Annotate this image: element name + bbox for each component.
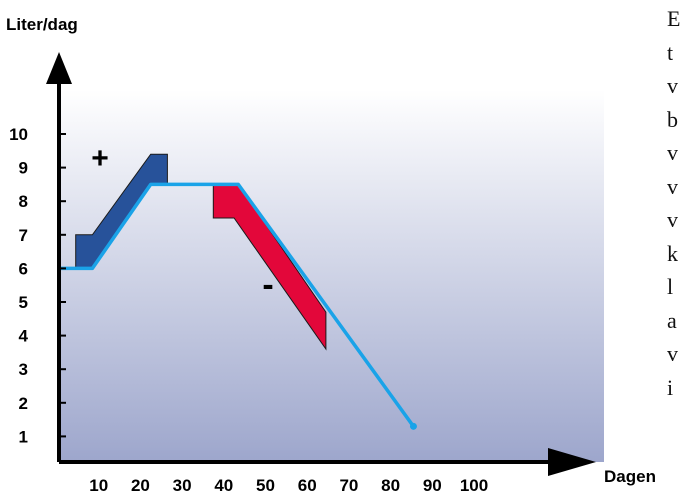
x-axis-label: Dagen bbox=[604, 467, 656, 486]
y-axis-arrow bbox=[46, 52, 72, 84]
x-tick-label: 10 bbox=[89, 476, 108, 495]
y-tick-label: 8 bbox=[19, 192, 28, 211]
series-end-point bbox=[409, 422, 417, 430]
side-text-line: a bbox=[667, 307, 677, 333]
x-tick-label: 100 bbox=[460, 476, 488, 495]
side-text-line: l bbox=[667, 274, 674, 299]
side-text-line: k bbox=[667, 240, 678, 266]
y-tick-label: 4 bbox=[19, 327, 29, 346]
side-text-line: E bbox=[667, 6, 680, 31]
side-text-line: v bbox=[667, 207, 678, 232]
y-tick-label: 7 bbox=[19, 226, 28, 245]
side-text-line: b bbox=[667, 106, 678, 132]
y-tick-label: 9 bbox=[19, 159, 28, 178]
y-tick-label: 6 bbox=[19, 259, 28, 278]
x-tick-label: 90 bbox=[423, 476, 442, 495]
x-tick-label: 60 bbox=[298, 476, 317, 495]
y-axis-label: Liter/dag bbox=[6, 15, 78, 34]
y-tick-label: 10 bbox=[9, 125, 28, 144]
side-text-line: v bbox=[667, 173, 678, 199]
y-tick-label: 2 bbox=[19, 394, 28, 413]
side-text-line: v bbox=[667, 73, 678, 98]
y-tick-label: 5 bbox=[19, 293, 28, 312]
x-tick-label: 50 bbox=[256, 476, 275, 495]
x-tick-label: 70 bbox=[339, 476, 358, 495]
x-tick-label: 40 bbox=[214, 476, 233, 495]
band-label-plus: + bbox=[91, 142, 109, 175]
x-tick-label: 20 bbox=[131, 476, 150, 495]
x-tick-label: 80 bbox=[381, 476, 400, 495]
x-axis-arrow bbox=[548, 448, 596, 476]
series-line bbox=[59, 182, 415, 428]
side-text-line: t bbox=[667, 39, 674, 65]
plot-background bbox=[59, 90, 604, 462]
y-tick-label: 3 bbox=[19, 360, 28, 379]
side-text-line: v bbox=[667, 140, 678, 165]
band-label-minus: - bbox=[262, 266, 273, 304]
side-text-line: v bbox=[667, 341, 678, 366]
x-tick-label: 30 bbox=[173, 476, 192, 495]
side-text-line: i bbox=[667, 374, 674, 400]
y-tick-label: 1 bbox=[19, 427, 28, 446]
